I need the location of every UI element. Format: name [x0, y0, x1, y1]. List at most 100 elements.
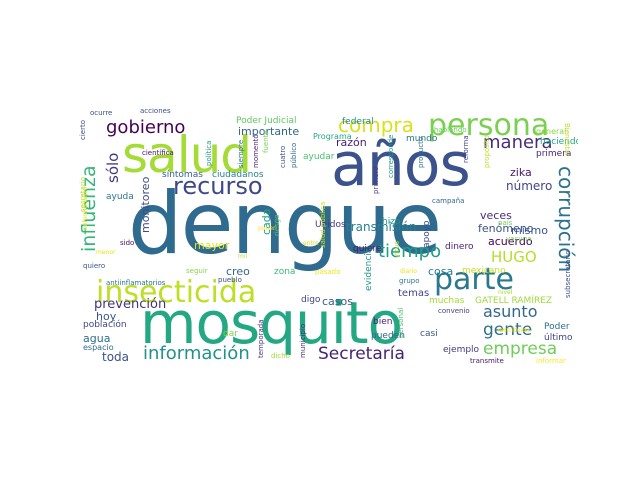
word-cientifica: científica: [142, 149, 174, 157]
word-poner: poner: [258, 225, 276, 232]
word-seguir: seguir: [186, 267, 208, 275]
word-informacion: información: [143, 343, 250, 363]
word-ayuda: ayuda: [106, 192, 134, 202]
word-gobierno: gobierno: [106, 117, 186, 138]
word-ocurre: ocurre: [90, 109, 113, 117]
word-hugo: HUGO: [491, 248, 537, 266]
word-primera: primera: [536, 149, 572, 159]
word-municipio: municipio: [299, 323, 307, 358]
word-numero: número: [506, 179, 553, 193]
word-diario: diario: [400, 268, 417, 275]
word-digo: digo: [301, 295, 321, 305]
word-temporada: temporada: [257, 319, 265, 359]
word-zona: zona: [274, 267, 296, 277]
word-gatell-ramirez: GATELL RAMÍREZ: [475, 296, 553, 306]
word-proposito: propósito: [483, 135, 491, 168]
word-grupo: grupo: [399, 277, 420, 285]
word-programa: Programa: [313, 132, 352, 141]
word-ultimo: último: [544, 333, 573, 343]
word-pueblo: pueblo: [218, 276, 242, 284]
word-pais: país: [498, 219, 513, 227]
word-parte: parte: [434, 262, 514, 297]
word-recurso: recurso: [173, 172, 263, 200]
word-ciudadanos: ciudadanos: [212, 170, 264, 180]
word-sido: sido: [120, 239, 135, 247]
word-ayudar: ayudar: [303, 152, 335, 162]
word-fenomeno: fenómeno: [478, 222, 534, 235]
word-informar: informar: [536, 357, 566, 364]
word-virus: virus: [393, 240, 401, 258]
word-dicho: dicho: [271, 352, 290, 360]
word-casi: casi: [420, 329, 438, 339]
word-general: general: [536, 127, 567, 136]
word-zika: zika: [510, 166, 532, 179]
word-politica: política: [205, 140, 213, 166]
word-importante: importante: [238, 125, 300, 138]
word-momento: momento: [252, 134, 260, 168]
word-empresa: empresa: [483, 339, 558, 359]
word-unidos: Unidos: [315, 220, 346, 230]
word-acciones: acciones: [140, 108, 171, 115]
word-hizo: hizo: [382, 217, 401, 227]
word-mayor: mayor: [194, 239, 230, 252]
word-distribuida: distribuida: [498, 327, 530, 334]
word-campana: campaña: [432, 197, 465, 205]
word-gente: gente: [483, 320, 533, 340]
word-cloud: dengue mosquito años salud insecticida p…: [78, 108, 578, 363]
word-producto: producto: [417, 136, 425, 168]
word-espacio: espacio: [83, 343, 114, 352]
word-poder-judicial: Poder Judicial: [236, 116, 297, 126]
word-creo: creo: [226, 265, 250, 278]
word-fuente: fuente: [262, 130, 270, 153]
word-acuerdo: acuerdo: [488, 235, 533, 248]
word-prevencion: prevención: [94, 297, 167, 312]
word-secretaria: Secretaría: [318, 344, 405, 363]
word-persona: persona: [428, 108, 550, 143]
word-asunto: asunto: [483, 302, 538, 321]
word-mismo: mismo: [511, 224, 548, 237]
word-dar: dar: [223, 329, 238, 339]
word-personal: personal: [397, 307, 405, 338]
word-antiinflamatorios: antiinflamatorios: [106, 279, 166, 287]
word-evidencia: evidencia: [364, 247, 374, 291]
word-hablando: hablando: [434, 126, 467, 134]
word-sintomas: síntomas: [162, 170, 203, 180]
word-corresponde: corresponde: [387, 134, 395, 178]
word-salud: salud: [122, 126, 252, 184]
word-mexicano: mexicano: [462, 266, 506, 276]
word-toda: toda: [102, 350, 130, 363]
word-siempre: siempre: [237, 139, 245, 168]
word-transmite: transmite: [470, 357, 504, 364]
word-dinero: dinero: [445, 242, 474, 252]
word-poblacion: población: [83, 320, 127, 330]
word-casos: casos: [322, 295, 353, 308]
word-mundo: mundo: [406, 134, 438, 144]
word-bienestar: Bienestar: [563, 123, 571, 157]
word-solo: sólo: [104, 152, 122, 183]
word-insecticida: insecticida: [96, 275, 257, 310]
word-pueden: pueden: [371, 331, 405, 341]
word-manera: manera: [483, 132, 553, 153]
word-bien: bien: [373, 317, 393, 327]
word-mil: mil: [238, 253, 248, 260]
word-ejemplo: ejemplo: [443, 345, 480, 355]
word-pasado: pasado: [315, 268, 341, 276]
word-subsecretario: subsecretario: [564, 250, 572, 299]
word-publico: público: [290, 142, 298, 168]
word-compra: compra: [338, 113, 414, 137]
word-enfermedades: enfermedades: [82, 186, 89, 230]
word-menor: menor: [96, 249, 116, 256]
word-hoy: hoy: [96, 310, 117, 323]
word-anos: años: [331, 130, 471, 200]
word-reforma: reforma: [462, 135, 470, 163]
word-salud-publica: salud pública: [319, 201, 327, 248]
word-federal: federal: [342, 117, 374, 127]
word-dengue: dengue: [128, 174, 442, 274]
word-mosquito: mosquito: [140, 289, 403, 357]
word-apoyo: apoyo: [422, 220, 432, 248]
word-convenio: convenio: [438, 307, 470, 315]
word-veces: veces: [480, 209, 512, 222]
word-tiempo: tiempo: [378, 241, 442, 262]
word-transmision: transmisión: [346, 220, 417, 234]
word-monitoreo: monitoreo: [139, 176, 152, 233]
